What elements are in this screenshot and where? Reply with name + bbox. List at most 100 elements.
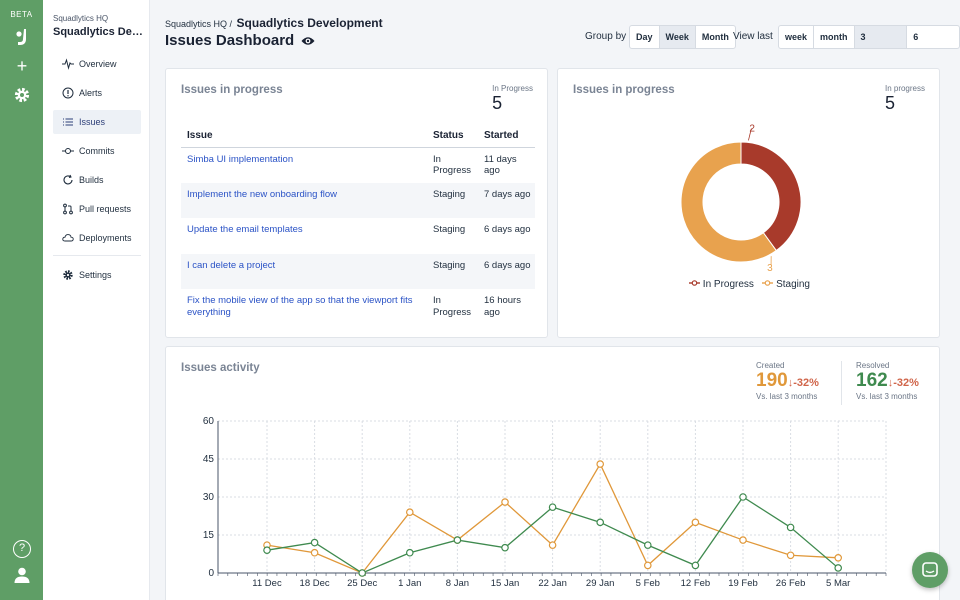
table-row: I can delete a project Staging 6 days ag…	[181, 253, 535, 289]
data-point-created[interactable]	[548, 541, 557, 549]
sidebar-item-overview[interactable]: Overview	[53, 52, 141, 76]
sidebar-item-commits[interactable]: Commits	[53, 139, 141, 163]
x-tick-label: 29 Jan	[586, 578, 615, 589]
user-avatar-icon[interactable]	[13, 566, 31, 584]
gear-icon	[63, 270, 73, 280]
page-title: Issues Dashboard	[165, 32, 315, 49]
issue-link[interactable]: I can delete a project	[181, 253, 427, 289]
column-header-started[interactable]: Started	[478, 125, 535, 148]
view-last-month[interactable]: month	[813, 26, 854, 48]
sidebar-item-deployments[interactable]: Deployments	[53, 226, 141, 250]
list-icon	[63, 118, 73, 126]
data-point-created[interactable]	[786, 551, 795, 560]
alert-icon	[62, 87, 74, 99]
stat-value: 5	[492, 93, 503, 113]
sidebar-item-label: Settings	[79, 270, 112, 280]
sidebar-item-label: Alerts	[79, 88, 103, 98]
x-tick-label: 15 Jan	[491, 578, 520, 589]
help-icon[interactable]: ?	[13, 540, 31, 558]
donut-slice-in-progress[interactable]	[740, 141, 802, 252]
table-row: Simba UI implementation In Progress 11 d…	[181, 147, 535, 183]
data-point-resolved[interactable]	[643, 541, 652, 549]
data-point-resolved[interactable]	[310, 538, 319, 547]
view-last-3-months[interactable]: 3 months	[853, 26, 907, 48]
beta-label: BETA	[10, 10, 33, 19]
group-by-label: Group by	[585, 31, 627, 42]
squadlytics-logo-icon[interactable]	[12, 27, 32, 47]
pull-request-icon	[63, 203, 73, 215]
column-header-status[interactable]: Status	[427, 125, 478, 148]
donut-value-label: 2	[749, 124, 755, 135]
kpi-delta: ↓-32%	[887, 377, 919, 389]
donut-label-leader	[748, 128, 752, 141]
breadcrumb-org[interactable]: Squadlytics HQ /	[165, 19, 233, 29]
data-point-resolved[interactable]	[834, 564, 843, 572]
sidebar-item-pull-requests[interactable]: Pull requests	[53, 197, 141, 221]
view-last-6-months[interactable]: 6 months	[906, 26, 959, 48]
data-point-resolved[interactable]	[406, 548, 414, 557]
data-point-created[interactable]	[643, 561, 652, 570]
data-point-resolved[interactable]	[501, 543, 509, 552]
kpi-delta: ↓-32%	[787, 377, 819, 389]
org-name[interactable]: Squadlytics HQ	[53, 14, 109, 23]
legend-item-staging[interactable]: Staging	[762, 279, 810, 290]
data-point-resolved[interactable]	[596, 518, 605, 527]
kpi-value: 190	[756, 370, 788, 391]
x-tick-label: 5 Mar	[826, 578, 850, 589]
sidebar-item-label: Overview	[79, 59, 117, 69]
x-tick-label: 5 Feb	[636, 578, 660, 589]
issue-status: Staging	[433, 224, 466, 235]
data-point-resolved[interactable]	[548, 503, 557, 511]
legend-item-in-progress[interactable]: In Progress	[689, 279, 757, 290]
issue-link[interactable]: Implement the new onboarding flow	[181, 182, 427, 218]
group-by-day[interactable]: Day	[636, 32, 653, 42]
issue-started: 6 days ago	[478, 253, 535, 289]
issue-link[interactable]: Update the email templates	[187, 224, 303, 235]
project-name[interactable]: Squadlytics Development	[53, 26, 145, 38]
view-last-toggle: week month 3 months 6 months	[778, 25, 960, 49]
data-point-resolved[interactable]	[691, 561, 700, 570]
eye-icon[interactable]	[301, 36, 315, 46]
y-tick-label: 0	[208, 568, 214, 579]
group-by-week[interactable]: Week	[658, 26, 695, 48]
data-point-resolved[interactable]	[786, 523, 795, 532]
x-tick-label: 22 Jan	[538, 578, 567, 589]
view-last-week[interactable]: week	[785, 32, 808, 42]
data-point-created[interactable]	[310, 548, 319, 557]
issue-link[interactable]: Simba UI implementation	[187, 153, 294, 165]
data-point-created[interactable]	[691, 518, 700, 527]
sidebar-item-builds[interactable]: Builds	[53, 168, 141, 192]
data-point-resolved[interactable]	[453, 536, 462, 544]
y-tick-label: 30	[203, 492, 215, 503]
data-point-resolved[interactable]	[739, 493, 747, 501]
add-icon[interactable]: +	[16, 56, 28, 76]
table-row: Update the email templates Staging 6 day…	[181, 218, 535, 254]
sidebar-item-settings[interactable]: Settings	[53, 263, 141, 287]
issues-table: Issue Status Started Simba UI implementa…	[181, 125, 535, 325]
legend-swatch-staging	[762, 280, 774, 286]
legend-swatch-in-progress	[689, 280, 701, 286]
legend-label: Staging	[776, 279, 810, 290]
data-point-resolved[interactable]	[263, 546, 271, 555]
gear-icon[interactable]	[12, 85, 32, 105]
sidebar-item-alerts[interactable]: Alerts	[53, 81, 141, 105]
donut-slice-staging[interactable]	[680, 141, 777, 263]
data-point-created[interactable]	[501, 498, 509, 506]
group-by-month[interactable]: Month	[694, 26, 735, 48]
data-point-created[interactable]	[596, 460, 605, 468]
x-tick-label: 11 Dec	[252, 578, 282, 589]
data-point-created[interactable]	[834, 554, 843, 562]
sidebar-item-issues[interactable]: Issues	[53, 110, 141, 134]
issue-link[interactable]: Fix the mobile view of the app so that t…	[187, 295, 413, 318]
view-last-label: View last	[733, 31, 773, 42]
issue-started: 11 days ago	[484, 153, 517, 177]
column-header-issue[interactable]: Issue	[181, 125, 427, 148]
data-point-resolved[interactable]	[358, 569, 367, 577]
chat-button[interactable]	[912, 552, 948, 588]
sidebar-item-label: Pull requests	[79, 204, 132, 214]
data-point-created[interactable]	[406, 508, 414, 517]
kpi-label: Created	[756, 361, 785, 370]
data-point-created[interactable]	[739, 536, 747, 544]
card-title: Issues activity	[181, 362, 260, 374]
